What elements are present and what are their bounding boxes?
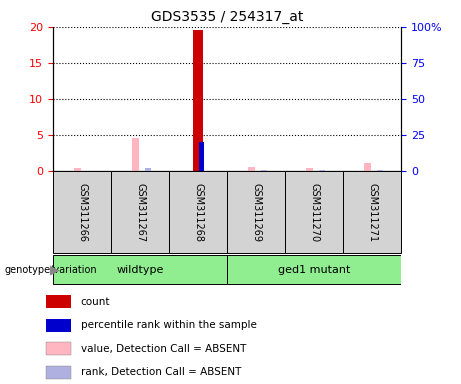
Bar: [46, 319, 71, 332]
Bar: [364, 163, 371, 171]
Bar: [227, 255, 401, 285]
Bar: [145, 168, 151, 171]
Bar: [319, 170, 325, 171]
Text: GSM311270: GSM311270: [309, 183, 319, 242]
Bar: [193, 30, 203, 171]
Bar: [46, 342, 71, 355]
Bar: [111, 171, 169, 253]
Text: ged1 mutant: ged1 mutant: [278, 265, 350, 275]
Text: percentile rank within the sample: percentile rank within the sample: [81, 320, 257, 330]
Bar: [306, 168, 313, 171]
Bar: [343, 171, 401, 253]
Bar: [46, 366, 71, 379]
Bar: [248, 167, 255, 171]
Text: genotype/variation: genotype/variation: [5, 265, 97, 275]
Bar: [74, 168, 81, 171]
Bar: [377, 170, 383, 171]
Text: GSM311269: GSM311269: [251, 183, 261, 242]
Bar: [285, 171, 343, 253]
Text: count: count: [81, 297, 110, 307]
Text: GSM311268: GSM311268: [193, 183, 203, 242]
Text: GSM311266: GSM311266: [77, 183, 87, 242]
Text: rank, Detection Call = ABSENT: rank, Detection Call = ABSENT: [81, 367, 241, 377]
Bar: [46, 295, 71, 308]
Text: GSM311271: GSM311271: [367, 183, 377, 242]
Bar: [53, 255, 227, 285]
Text: ▶: ▶: [50, 263, 59, 276]
Text: wildtype: wildtype: [116, 265, 164, 275]
Bar: [132, 139, 139, 171]
Bar: [53, 171, 111, 253]
Bar: [169, 171, 227, 253]
Bar: [199, 142, 204, 171]
Bar: [261, 170, 267, 171]
Title: GDS3535 / 254317_at: GDS3535 / 254317_at: [151, 10, 303, 25]
Text: GSM311267: GSM311267: [135, 183, 145, 242]
Bar: [227, 171, 285, 253]
Text: value, Detection Call = ABSENT: value, Detection Call = ABSENT: [81, 344, 246, 354]
